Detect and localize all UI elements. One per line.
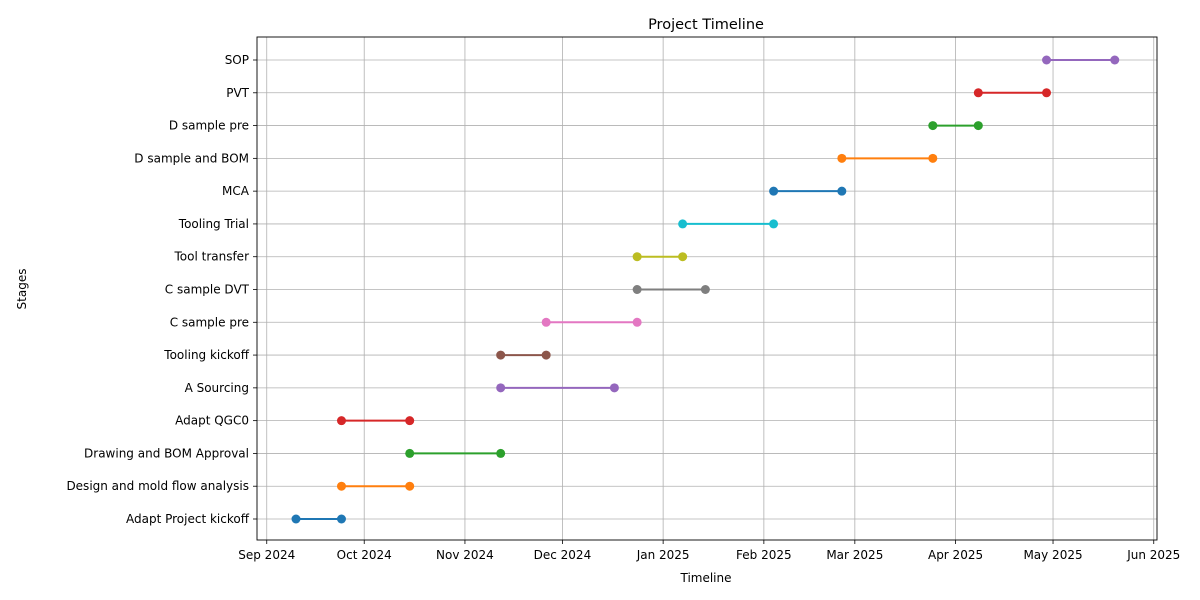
y-tick-label: D sample and BOM <box>134 151 249 165</box>
y-tick-label: Adapt QGC0 <box>175 414 249 428</box>
series-point-end <box>1042 88 1052 98</box>
series-point-end <box>405 481 415 491</box>
series-point-end <box>928 153 938 163</box>
x-tick-label: Sep 2024 <box>238 548 295 562</box>
y-tick-label: Design and mold flow analysis <box>66 479 249 493</box>
x-tick-label: May 2025 <box>1023 548 1082 562</box>
x-tick-label: Oct 2024 <box>337 548 392 562</box>
x-axis: Sep 2024 Oct 2024 Nov 2024 Dec 2024 Jan 2025… <box>238 540 1180 562</box>
y-tick-label: Adapt Project kickoff <box>126 512 250 526</box>
series-point-start <box>632 285 642 294</box>
series-point-end <box>678 252 688 262</box>
series-point-end <box>609 383 619 393</box>
series-point-start <box>632 252 642 262</box>
series-point-end <box>632 317 642 327</box>
series-point-start <box>496 350 506 360</box>
y-tick-label: C sample pre <box>170 315 249 329</box>
series-point-start <box>405 448 415 458</box>
x-tick-label: Jun 2025 <box>1126 548 1180 562</box>
series-point-end <box>496 448 506 458</box>
plot-frame <box>256 36 1158 541</box>
series-point-start <box>291 514 301 524</box>
series-point-start <box>336 416 346 426</box>
series-point-end <box>769 219 779 229</box>
y-tick-label: A Sourcing <box>185 381 249 395</box>
y-tick-label: Tooling Trial <box>178 217 249 231</box>
series-point-start <box>769 186 779 196</box>
y-tick-label: MCA <box>222 184 250 198</box>
series-point-start <box>678 219 688 229</box>
x-tick-label: Apr 2025 <box>928 548 983 562</box>
series-point-start <box>496 383 506 393</box>
x-tick-label: Mar 2025 <box>826 548 883 562</box>
x-tick-label: Dec 2024 <box>534 548 592 562</box>
series-point-start <box>837 153 847 163</box>
series-point-end <box>837 186 847 196</box>
series-point-end <box>336 514 346 524</box>
series-point-end <box>541 350 551 360</box>
y-tick-label: SOP <box>225 53 249 67</box>
series-point-end <box>405 416 415 426</box>
y-axis: Adapt Project kickoff Design and mold flo… <box>66 53 257 526</box>
y-tick-label: D sample pre <box>169 119 249 133</box>
x-tick-label: Nov 2024 <box>436 548 494 562</box>
x-axis-title: Timeline <box>679 571 731 585</box>
y-tick-label: Tool transfer <box>173 250 249 264</box>
series-point-end <box>973 121 983 131</box>
series-point-start <box>336 481 346 491</box>
chart-title: Project Timeline <box>648 17 764 33</box>
series-point-start <box>1042 55 1052 65</box>
series-point-start <box>541 317 551 327</box>
y-tick-label: C sample DVT <box>165 283 250 297</box>
series-group <box>291 55 1120 524</box>
series-point-start <box>928 121 938 131</box>
series-point-start <box>973 88 983 98</box>
y-axis-title: Stages <box>15 269 29 310</box>
y-tick-label: Tooling kickoff <box>163 348 249 362</box>
y-tick-label: Drawing and BOM Approval <box>84 446 249 460</box>
series-point-end <box>1110 55 1120 65</box>
series-point-end <box>700 285 710 294</box>
x-tick-label: Feb 2025 <box>736 548 792 562</box>
y-tick-label: PVT <box>226 86 249 100</box>
x-tick-label: Jan 2025 <box>636 548 690 562</box>
